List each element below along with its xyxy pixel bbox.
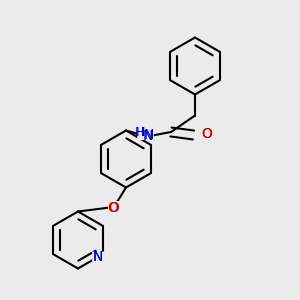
Text: O: O [201,127,212,140]
Text: H: H [135,125,144,139]
Text: O: O [107,202,118,215]
Text: N: N [93,250,104,264]
Text: O: O [201,127,212,140]
Text: N: N [143,129,153,142]
FancyBboxPatch shape [137,128,154,140]
Text: H: H [136,126,145,140]
FancyBboxPatch shape [92,251,104,263]
FancyBboxPatch shape [200,129,211,141]
FancyBboxPatch shape [108,201,120,213]
Text: N: N [93,250,104,264]
Text: O: O [109,201,119,215]
Text: N: N [143,128,154,142]
